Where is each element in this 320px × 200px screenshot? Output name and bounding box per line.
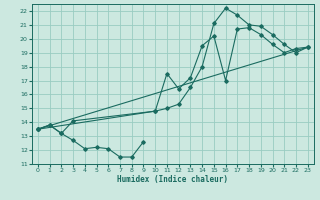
X-axis label: Humidex (Indice chaleur): Humidex (Indice chaleur) <box>117 175 228 184</box>
